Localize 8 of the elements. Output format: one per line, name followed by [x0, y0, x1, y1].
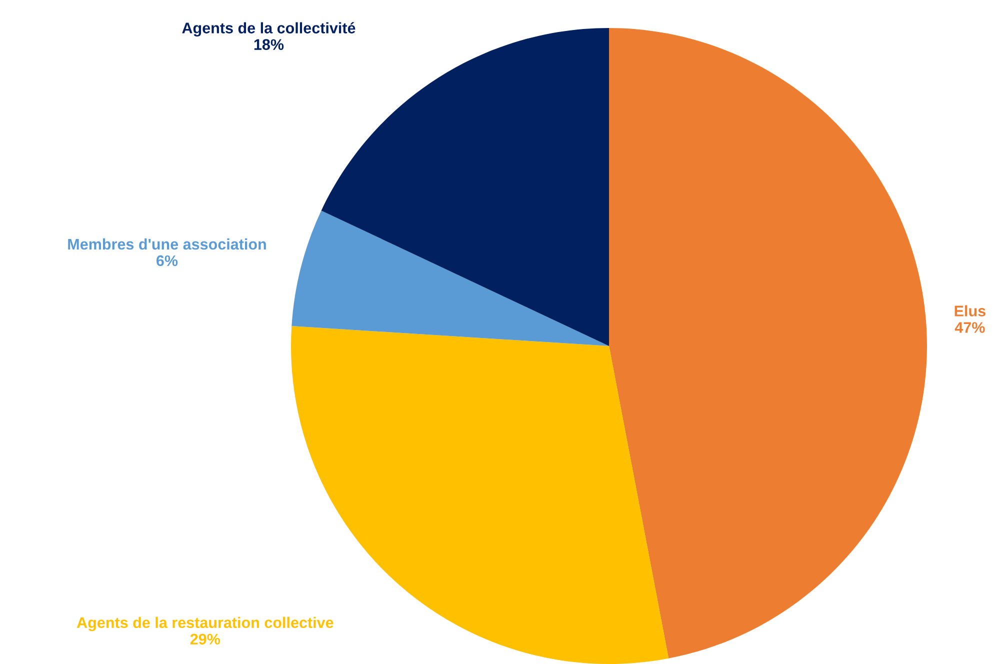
data-label: 18% [254, 39, 284, 50]
slice-label: Agents de la restauration collective [76, 616, 334, 632]
slice-label: Agents de la collectivité [182, 22, 356, 37]
slice-label: Membres d'une association [68, 238, 266, 250]
slice-label: Elus [954, 305, 986, 316]
data-label: 29% [190, 634, 220, 645]
data-label: 6% [156, 255, 178, 266]
data-label: 47% [954, 322, 985, 333]
